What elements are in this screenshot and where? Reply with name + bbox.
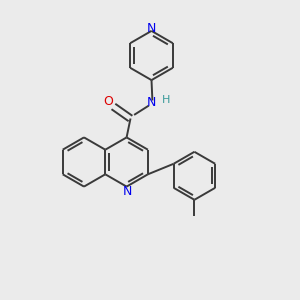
Text: H: H [162,94,170,105]
Text: N: N [147,95,157,109]
Text: O: O [104,94,113,108]
Text: N: N [122,184,132,198]
Text: N: N [147,22,156,35]
